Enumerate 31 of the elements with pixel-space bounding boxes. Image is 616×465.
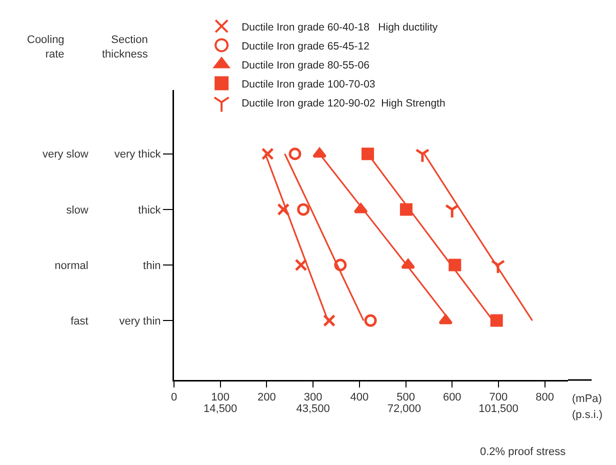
legend-label: Ductile Iron grade 60-40-18 High ductility (242, 21, 438, 34)
x2-tick-label: 14,500 (204, 403, 238, 415)
x-tick-label: 300 (304, 392, 322, 404)
legend-label: Ductile Iron grade 80-55-06 (242, 59, 370, 72)
x2-tick-label: 72,000 (387, 403, 421, 415)
x2-tick-label: 43,500 (296, 403, 330, 415)
y-tick-label: fast (70, 315, 88, 328)
y-tick-label: slow (66, 204, 88, 216)
legend-label: Ductile Iron grade 65-45-12 (242, 40, 370, 52)
text: 0.2% proof stress (480, 446, 566, 458)
x-axis-title: (mPa) (572, 393, 602, 405)
y2-tick-label: very thick (114, 148, 162, 161)
y2-tick-label: thin (143, 260, 161, 272)
x-tick-label: 600 (442, 392, 462, 404)
legend-label: Ductile Iron grade 100-70-03 (242, 78, 376, 90)
x-tick-label: 400 (350, 392, 369, 404)
x-tick-label: 700 (489, 392, 508, 404)
y2-tick-label: very thin (119, 315, 161, 328)
y-tick-label: very slow (42, 148, 88, 161)
y-axis-title: Cooling rate (27, 34, 64, 60)
x-tick-label: 0 (170, 392, 178, 404)
y2-axis-title: Section thickness (102, 34, 148, 60)
x2-tick-label: 101,500 (478, 403, 518, 415)
legend-label: Ductile Iron grade 120-90-02 High Strength (242, 97, 446, 110)
x-tick-label: 800 (536, 392, 554, 404)
x-tick-label: 100 (211, 392, 230, 404)
x-tick-label: 200 (258, 392, 276, 404)
x-tick-label: 500 (396, 392, 415, 404)
y-tick-label: normal (54, 260, 88, 272)
x2-axis-title: (p.s.i.) (572, 409, 603, 421)
y2-tick-label: thick (138, 204, 162, 216)
